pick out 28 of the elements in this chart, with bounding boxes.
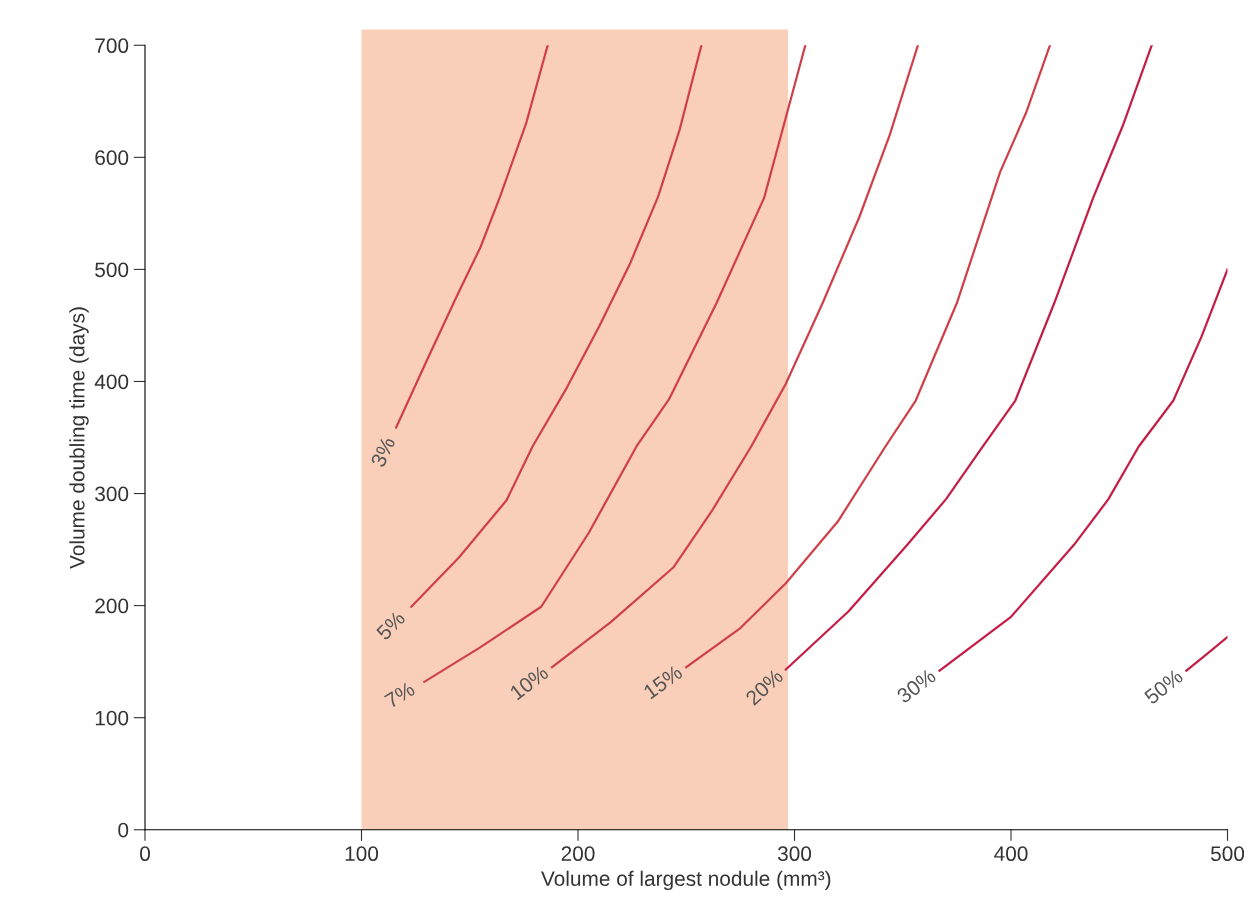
x-tick-label: 100 (345, 846, 379, 862)
text: 50% (1143, 668, 1184, 705)
y-tick-label: 100 (95, 710, 129, 726)
y-tick-label: 700 (95, 38, 129, 54)
y-tick-label: 400 (94, 374, 129, 390)
text: 30% (895, 667, 937, 704)
line-series (410, 45, 703, 608)
text: 10% (509, 664, 550, 701)
x-tick-label: 200 (561, 846, 595, 862)
text: 5% (375, 610, 406, 641)
x-tick-label: 400 (994, 846, 1028, 862)
y-axis-title: Volume doubling time (days) (69, 307, 89, 569)
line-series (685, 45, 1052, 669)
x-tick-label: 0 (140, 846, 150, 862)
x-tick-label: 300 (777, 846, 812, 862)
x-tick-label: 500 (1210, 846, 1245, 862)
y-tick-label: 600 (95, 150, 129, 166)
y-tick-label: 0 (118, 822, 129, 838)
line-series (784, 45, 1153, 671)
text: 15% (642, 664, 684, 700)
y-tick-label: 200 (95, 598, 129, 614)
x-axis-title: Volume of largest nodule (mm³) (541, 870, 831, 891)
text: 3% (370, 435, 396, 468)
text: 7% (383, 681, 416, 709)
y-tick-label: 500 (95, 262, 129, 278)
line-series (938, 268, 1228, 672)
line-series (395, 45, 549, 429)
y-tick-label: 300 (95, 486, 129, 502)
